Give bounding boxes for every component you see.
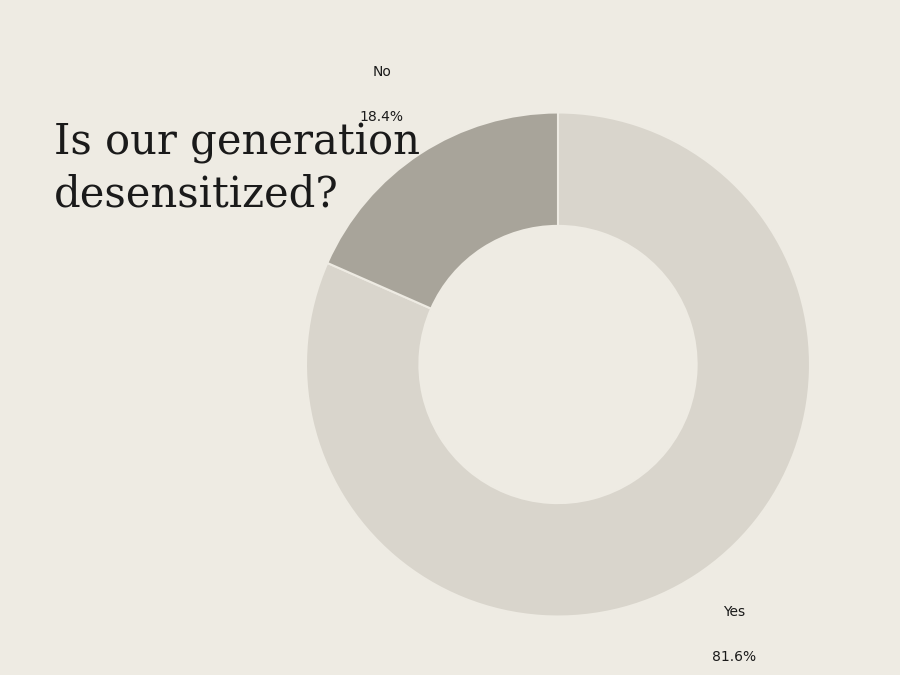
Text: 18.4%: 18.4% — [360, 110, 404, 124]
Text: Yes: Yes — [724, 605, 745, 619]
Text: 81.6%: 81.6% — [712, 650, 756, 664]
Text: Is our generation
desensitized?: Is our generation desensitized? — [54, 122, 420, 215]
Text: No: No — [373, 65, 392, 79]
Wedge shape — [328, 113, 558, 308]
Wedge shape — [306, 113, 810, 616]
